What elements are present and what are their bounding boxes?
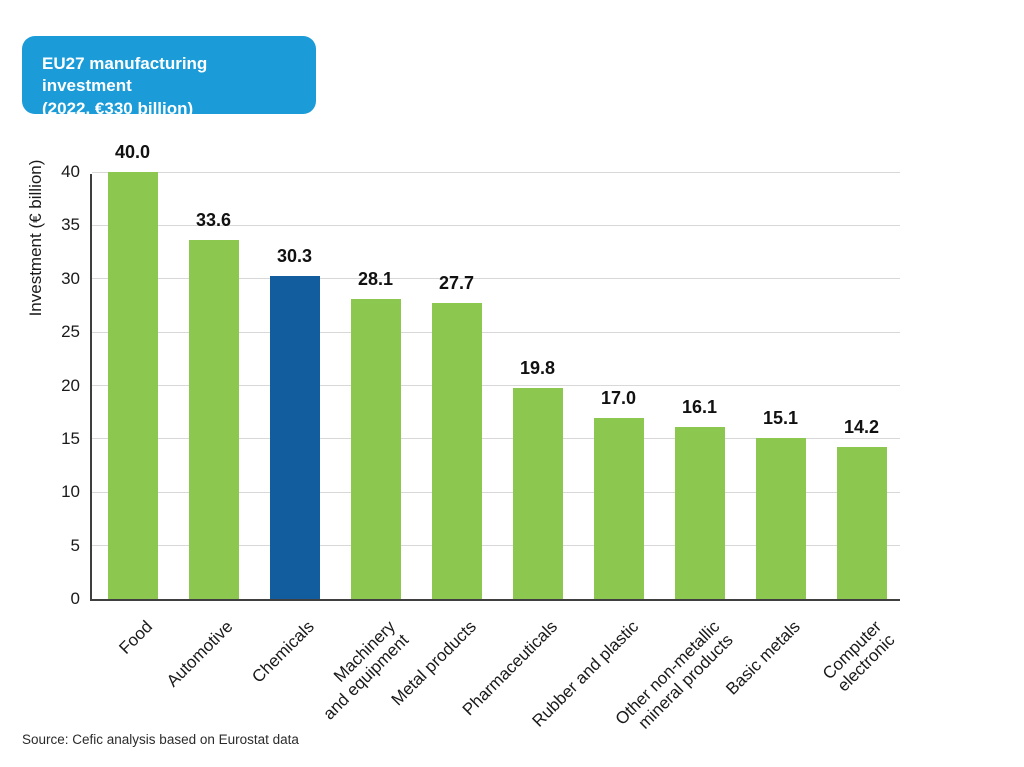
category-label-metal-products: Metal products [388,617,480,709]
value-label-automotive: 33.6 [195,210,232,231]
bar-pharmaceuticals [512,387,563,599]
bar-computer-electronic [836,447,887,599]
bar-food [107,172,158,599]
category-label-line: Chemicals [248,617,318,687]
value-label-machinery-and-equipment: 28.1 [357,269,394,290]
y-tick-25: 25 [61,322,80,342]
value-label-food: 40.0 [114,142,151,162]
category-label-basic-metals: Basic metals [722,617,804,699]
gridline-40 [92,171,900,173]
gridline-20 [92,385,900,386]
category-label-line: Basic metals [722,617,804,699]
bar-chemicals [269,275,320,599]
value-label-computer-electronic: 14.2 [843,417,880,438]
bar-basic-metals [755,437,806,599]
value-label-pharmaceuticals: 19.8 [519,357,556,378]
category-label-machinery-and-equipment: Machinery and equipment [306,617,412,723]
bar-other-non-metallic-mineral-products [674,427,725,599]
gridline-30 [92,278,900,280]
category-label-computer-electronic: Computer electronic [819,617,899,697]
category-label-line: Food [115,617,156,658]
gridline-5 [92,545,900,547]
value-label-rubber-and-plastic: 17.0 [600,387,637,408]
value-label-chemicals: 30.3 [276,245,313,266]
value-label-metal-products: 27.7 [438,273,475,294]
y-tick-20: 20 [61,375,80,395]
bar-metal-products [431,303,482,599]
y-axis-title: Investment (€ billion) [26,159,45,317]
value-label-other-non-metallic-mineral-products: 16.1 [681,397,718,418]
source-note: Source: Cefic analysis based on Eurostat… [22,732,299,747]
y-tick-0: 0 [70,589,80,608]
chart-title-line-2: (2022, €330 billion) [42,98,194,118]
category-label-automotive: Automotive [163,617,237,691]
category-label-line: Automotive [163,617,237,691]
category-label-line: Metal products [387,617,480,710]
category-label-food: Food [115,617,156,658]
y-tick-5: 5 [70,535,80,555]
y-tick-10: 10 [61,482,80,502]
y-tick-40: 40 [61,162,80,181]
gridline-35 [92,224,900,226]
chart-title-badge: EU27 manufacturing investment (2022, €33… [22,36,316,118]
y-tick-30: 30 [61,268,80,288]
bar-automotive [188,240,239,599]
category-label-chemicals: Chemicals [248,617,318,687]
gridline-25 [92,331,900,333]
bar-rubber-and-plastic [593,417,644,599]
y-tick-35: 35 [61,215,80,235]
gridline-10 [92,491,900,493]
plot-area: 0 5 10 15 20 25 30 35 40 40.0 Food 33.6 Automotive 30… [61,142,900,733]
bar-machinery-and-equipment [350,299,401,599]
y-tick-15: 15 [61,428,80,448]
value-label-basic-metals: 15.1 [762,407,799,428]
gridline-15 [92,438,900,440]
chart-title-line-1: EU27 manufacturing investment [42,54,208,96]
